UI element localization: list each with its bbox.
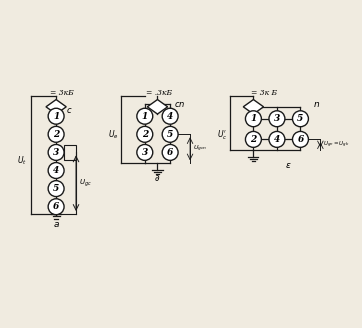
- Text: 1: 1: [142, 112, 148, 121]
- Circle shape: [292, 132, 308, 147]
- Circle shape: [48, 163, 64, 178]
- Text: 2: 2: [142, 130, 148, 139]
- Text: $cn$: $cn$: [173, 100, 185, 110]
- Text: $U_t$: $U_t$: [17, 154, 26, 167]
- Text: 2: 2: [250, 135, 257, 144]
- Text: 3: 3: [274, 114, 280, 123]
- Text: 3: 3: [53, 148, 59, 157]
- Text: = .3кБ: = .3кБ: [146, 90, 172, 97]
- Circle shape: [137, 126, 153, 142]
- Text: $U_e$: $U_e$: [108, 129, 118, 141]
- Polygon shape: [46, 100, 66, 114]
- Text: $U_{gc}$: $U_{gc}$: [79, 177, 92, 189]
- Circle shape: [269, 111, 285, 127]
- Circle shape: [162, 126, 178, 142]
- Circle shape: [245, 111, 261, 127]
- Text: 4: 4: [167, 112, 173, 121]
- Text: 1: 1: [250, 114, 257, 123]
- Text: $c$: $c$: [66, 106, 72, 115]
- Circle shape: [137, 144, 153, 160]
- Circle shape: [137, 108, 153, 124]
- Text: $n$: $n$: [313, 100, 320, 109]
- Text: = 3кБ: = 3кБ: [50, 90, 73, 97]
- Text: $a$: $a$: [52, 220, 60, 229]
- Circle shape: [245, 132, 261, 147]
- Text: 5: 5: [167, 130, 173, 139]
- Text: 6: 6: [167, 148, 173, 157]
- Text: 4: 4: [274, 135, 280, 144]
- Text: 3: 3: [142, 148, 148, 157]
- Circle shape: [48, 181, 64, 196]
- Text: $\varepsilon$: $\varepsilon$: [285, 161, 291, 170]
- Text: 2: 2: [53, 130, 59, 139]
- Polygon shape: [147, 100, 168, 114]
- Circle shape: [162, 144, 178, 160]
- Text: = 3к Б: = 3к Б: [251, 90, 277, 97]
- Text: 6: 6: [297, 135, 304, 144]
- Text: 1: 1: [53, 112, 59, 121]
- Text: 5: 5: [297, 114, 304, 123]
- Text: $U_{gcn}$: $U_{gcn}$: [193, 144, 207, 154]
- Circle shape: [48, 144, 64, 160]
- Circle shape: [48, 126, 64, 142]
- Circle shape: [48, 108, 64, 124]
- Circle shape: [269, 132, 285, 147]
- Polygon shape: [243, 100, 264, 114]
- Text: $\partial$: $\partial$: [154, 174, 161, 183]
- Circle shape: [48, 199, 64, 215]
- Text: 4: 4: [53, 166, 59, 175]
- Circle shape: [162, 108, 178, 124]
- Text: 6: 6: [53, 202, 59, 211]
- Circle shape: [292, 111, 308, 127]
- Text: 5: 5: [53, 184, 59, 193]
- Text: $U_{gn}{=}U_{gk}$: $U_{gn}{=}U_{gk}$: [323, 140, 349, 150]
- Text: $U_c'$: $U_c'$: [216, 128, 227, 142]
